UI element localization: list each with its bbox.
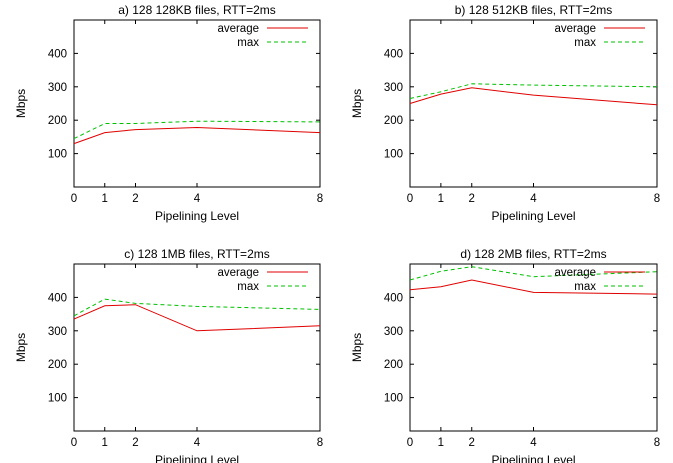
series-line-max	[409, 83, 658, 99]
x-tick-label: 4	[530, 437, 537, 449]
plot-frame	[73, 263, 321, 432]
series-line-max	[73, 298, 321, 317]
plot-frame	[409, 263, 658, 432]
series-line-average	[73, 304, 321, 332]
series-line-max	[73, 120, 321, 140]
chart-title: a) 128 128KB files, RTT=2ms	[118, 3, 276, 17]
subplot-3: c) 128 1MB files, RTT=2ms 100 200 300 400 0 1 2…	[14, 247, 323, 463]
y-tick-label: 300	[384, 326, 403, 338]
subplot-2: b) 128 512KB files, RTT=2ms 100 200 300 400 0…	[350, 3, 660, 223]
series-line-average	[73, 126, 321, 145]
y-tick-label: 400	[48, 292, 67, 304]
legend-label-average: average	[217, 267, 259, 279]
subplot-4: d) 128 2MB files, RTT=2ms 100 200 300 400 0 1 2…	[350, 247, 660, 463]
x-tick-label: 8	[654, 437, 660, 449]
x-axis-label: Pipelining Level	[491, 453, 575, 463]
series-line-max	[409, 266, 658, 281]
y-tick-label: 400	[384, 292, 403, 304]
y-tick-label: 200	[48, 359, 67, 371]
x-tick-label: 4	[194, 437, 201, 449]
legend-label-average: average	[217, 23, 259, 35]
x-tick-label: 2	[132, 437, 138, 449]
y-tick-label: 200	[384, 359, 403, 371]
x-tick-label: 8	[654, 193, 660, 205]
y-axis-label: Mbps	[14, 89, 28, 118]
x-tick-label: 0	[407, 193, 413, 205]
y-tick-label: 300	[384, 82, 403, 94]
chart-title: b) 128 512KB files, RTT=2ms	[455, 3, 613, 17]
x-tick-label: 0	[71, 437, 77, 449]
y-tick-label: 100	[48, 393, 67, 405]
legend-label-max: max	[237, 37, 259, 49]
y-tick-label: 300	[48, 326, 67, 338]
x-tick-label: 4	[530, 193, 537, 205]
y-axis-label: Mbps	[350, 333, 364, 362]
series-line-average	[409, 87, 658, 106]
series-line-average	[409, 279, 658, 295]
subplot-1: a) 128 128KB files, RTT=2ms 100 200 300 400 0…	[14, 3, 323, 223]
x-tick-label: 2	[469, 437, 475, 449]
y-axis-label: Mbps	[350, 89, 364, 118]
legend-label-max: max	[237, 281, 259, 293]
x-tick-label: 1	[102, 437, 108, 449]
x-axis-label: Pipelining Level	[155, 209, 239, 223]
legend-label-max: max	[574, 281, 596, 293]
legend-label-average: average	[554, 267, 596, 279]
x-axis-label: Pipelining Level	[155, 453, 239, 463]
y-tick-label: 100	[48, 149, 67, 161]
legend-label-average: average	[554, 23, 596, 35]
x-tick-label: 0	[407, 437, 413, 449]
y-tick-label: 300	[48, 82, 67, 94]
y-tick-label: 200	[384, 115, 403, 127]
x-tick-label: 2	[132, 193, 138, 205]
y-tick-label: 200	[48, 115, 67, 127]
chart-title: c) 128 1MB files, RTT=2ms	[124, 247, 270, 261]
x-axis-label: Pipelining Level	[491, 209, 575, 223]
x-tick-label: 8	[317, 193, 323, 205]
plot-frame	[73, 19, 321, 188]
x-tick-label: 1	[102, 193, 108, 205]
y-tick-label: 100	[384, 393, 403, 405]
y-tick-label: 400	[48, 48, 67, 60]
x-tick-label: 4	[194, 193, 201, 205]
y-tick-label: 400	[384, 48, 403, 60]
x-tick-label: 2	[469, 193, 475, 205]
x-tick-label: 1	[438, 437, 444, 449]
legend-label-max: max	[574, 37, 596, 49]
y-axis-label: Mbps	[14, 333, 28, 362]
y-tick-label: 100	[384, 149, 403, 161]
x-tick-label: 1	[438, 193, 444, 205]
x-tick-label: 0	[71, 193, 77, 205]
plot-frame	[409, 19, 658, 188]
x-tick-label: 8	[317, 437, 323, 449]
chart-title: d) 128 2MB files, RTT=2ms	[460, 247, 606, 261]
